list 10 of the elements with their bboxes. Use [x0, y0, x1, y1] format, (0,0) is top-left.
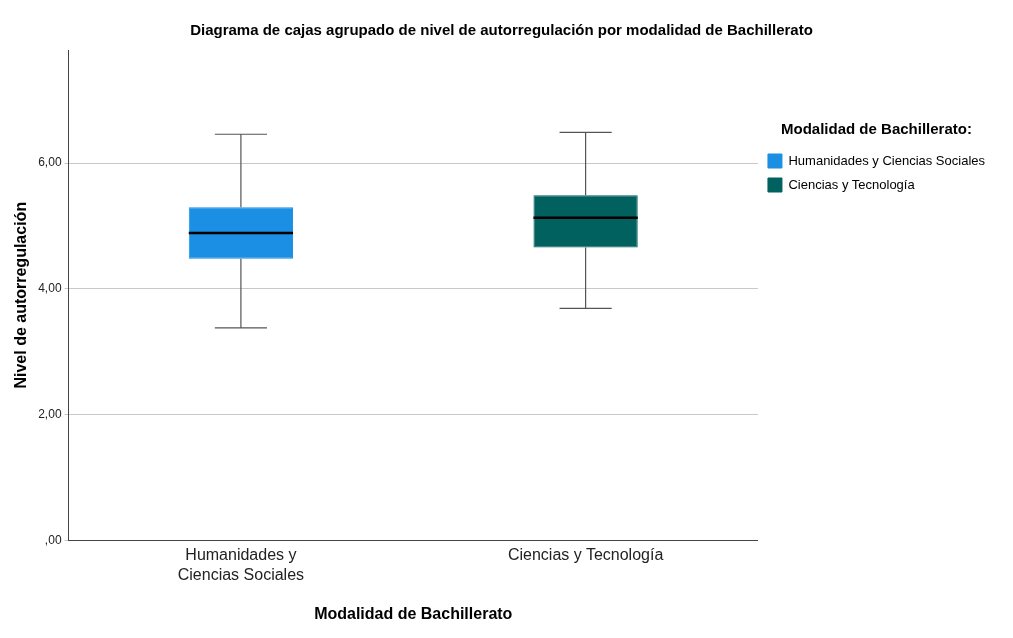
legend-label: Ciencias y Tecnología — [788, 176, 916, 192]
legend-label: Humanidades y Ciencias Sociales — [788, 152, 986, 168]
chart-title: Diagrama de cajas agrupado de nivel de autorregulación por modalidad de Bachillerato — [190, 21, 813, 39]
y-tick-label: 4,00 — [38, 281, 62, 296]
y-tick-label: 6,00 — [38, 155, 62, 170]
legend-title: Modalidad de Bachillerato: — [781, 119, 972, 137]
y-tick-label: 2,00 — [38, 406, 62, 421]
x-axis-title: Modalidad de Bachillerato — [314, 604, 513, 622]
y-axis-title: Nivel de autorregulación — [12, 201, 30, 389]
y-tick-label: ,00 — [44, 532, 62, 547]
